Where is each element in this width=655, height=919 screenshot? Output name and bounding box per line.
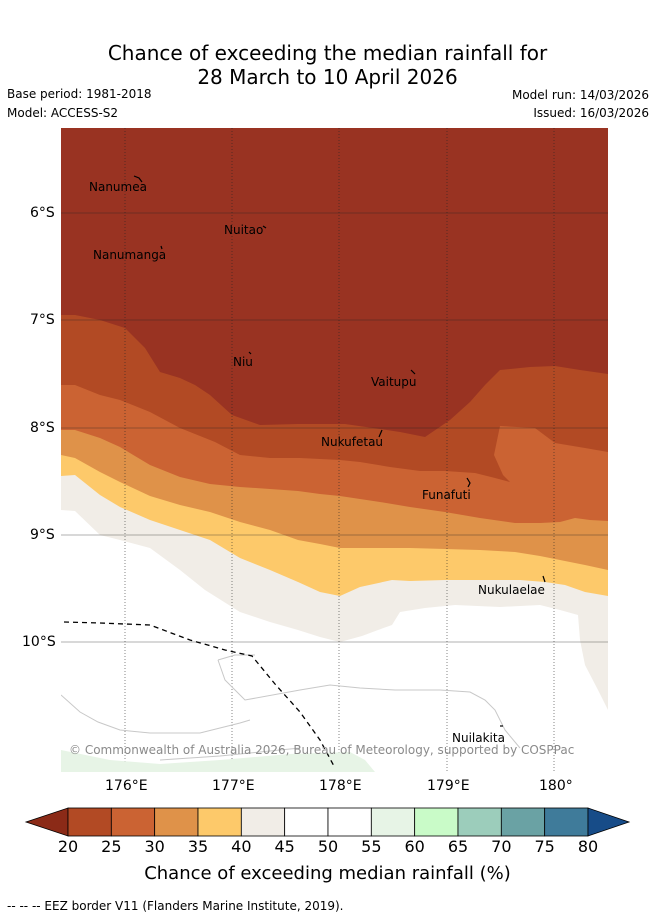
colorbar-tick-label: 55 [361,837,382,856]
lon-tick-179e: 179°E [427,778,470,794]
colorbar-tick-label: 65 [447,837,469,856]
colorbar-segment [500,807,546,837]
eez-border [63,621,336,769]
lon-tick-178e: 178°E [319,778,362,794]
place-nukulaelae: Nukulaelae [478,583,545,597]
place-nanumanga: Nanumanga [93,248,166,262]
colorbar-segment [110,807,156,837]
place-nuitao: Nuitao [224,223,263,237]
place-nuilakita: Nuilakita [452,731,505,745]
colorbar-segment [544,807,589,837]
place-nukufetau: Nukufetau [321,435,383,449]
lat-tick-10s: 10°S [22,634,56,650]
colorbar-segment [370,807,416,837]
colorbar-tick-label: 60 [404,837,425,856]
lon-tick-177e: 177°E [212,778,255,794]
lon-tick-176e: 176°E [105,778,148,794]
place-vaitupu: Vaitupu [371,375,417,389]
colorbar-tick-label: 20 [57,837,79,856]
eez-legend: -- -- -- EEZ border V11 (Flanders Marine… [7,899,344,913]
colorbar-segment [327,807,372,837]
contour-55-60 [61,750,375,772]
colorbar-tick-label: 75 [534,837,555,856]
colorbar [24,807,631,837]
graticule [61,212,608,643]
colorbar-segment [414,807,459,837]
colorbar-tick-label: 45 [274,837,295,856]
lon-tick-180: 180° [539,778,573,794]
colorbar-segment [284,807,329,837]
colorbar-segment [457,807,502,837]
contour-below-20 [61,128,608,437]
lat-tick-6s: 6°S [30,205,55,221]
base-period: Base period: 1981-2018 [7,87,152,101]
model-run: Model run: 14/03/2026 [511,88,649,102]
issued-date: Issued: 16/03/2026 [533,106,649,120]
lat-tick-8s: 8°S [30,420,55,436]
colorbar-title: Chance of exceeding median rainfall (%) [144,863,511,884]
place-nanumea: Nanumea [89,180,147,194]
lat-tick-9s: 9°S [30,527,55,543]
colorbar-segment [67,807,112,837]
copyright-notice: © Commonwealth of Australia 2026, Bureau… [69,743,574,757]
colorbar-tick-label: 25 [101,837,122,856]
colorbar-tick-label: 80 [577,837,599,856]
colorbar-tick-label: 40 [231,837,252,856]
colorbar-segment [197,807,242,837]
colorbar-tick-label: 30 [144,837,165,856]
model-name: Model: ACCESS-S2 [7,106,119,120]
map-title-line1: Chance of exceeding the median rainfall … [107,41,548,65]
colorbar-segment [154,807,199,837]
colorbar-extend-low [24,807,69,837]
colorbar-tick-label: 35 [187,837,209,856]
colorbar-tick-label: 70 [491,837,512,856]
lat-tick-7s: 7°S [30,312,55,328]
map-area: Nanumea Nuitao Nanumanga Niu Vaitupu Nuk… [61,128,608,772]
colorbar-tick-label: 50 [317,837,339,856]
place-funafuti: Funafuti [422,488,471,502]
colorbar-segment [240,807,286,837]
place-niu: Niu [233,355,253,369]
map-title-line2: 28 March to 10 April 2026 [197,65,458,89]
colorbar-extend-high [587,807,631,837]
